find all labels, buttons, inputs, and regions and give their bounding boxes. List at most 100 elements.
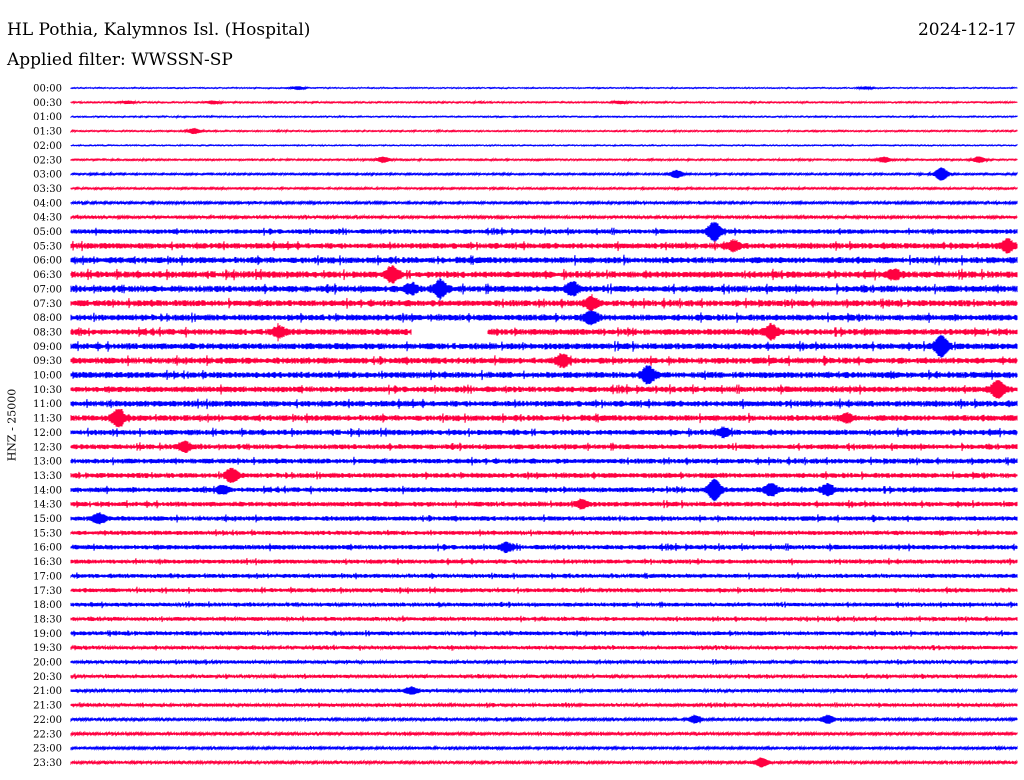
trace-line: [70, 572, 1018, 580]
row-time-label: 06:00: [33, 256, 62, 267]
row-time-label: 00:00: [33, 84, 62, 95]
row-time-label: 15:00: [33, 514, 62, 525]
trace-line: [70, 294, 1018, 313]
trace-line: [70, 365, 1018, 385]
filter-label: Applied filter: WWSSN-SP: [7, 50, 233, 70]
row-time-label: 12:00: [33, 428, 62, 439]
row-time-label: 05:30: [33, 241, 62, 252]
trace-line: [70, 714, 1018, 724]
trace-line: [70, 601, 1018, 609]
row-time-label: 15:30: [33, 528, 62, 539]
row-time-label: 09:00: [33, 342, 62, 353]
row-time-label: 19:00: [33, 629, 62, 640]
row-time-label: 19:30: [33, 643, 62, 654]
trace-line: [70, 143, 1018, 148]
trace-line: [70, 658, 1018, 666]
trace-line: [70, 744, 1018, 752]
row-time-label: 10:00: [33, 371, 62, 382]
row-time-label: 06:30: [33, 270, 62, 281]
row-time-label: 16:00: [33, 543, 62, 554]
row-time-label: 08:00: [33, 313, 62, 324]
row-time-label: 03:00: [33, 170, 62, 181]
trace-line: [70, 254, 1018, 266]
row-time-label: 11:00: [33, 399, 62, 410]
trace-line: [70, 213, 1018, 221]
row-time-label: 01:30: [33, 127, 62, 138]
trace-line: [70, 730, 1018, 738]
trace-line: [70, 156, 1018, 164]
row-time-label: 23:00: [33, 744, 62, 755]
row-time-label: 21:00: [33, 686, 62, 697]
trace-line: [70, 322, 1018, 342]
trace-line: [70, 644, 1018, 652]
row-time-label: 20:30: [33, 672, 62, 683]
row-time-label: 20:00: [33, 658, 62, 669]
trace-line: [70, 167, 1018, 181]
station-title: HL Pothia, Kalymnos Isl. (Hospital): [7, 20, 311, 40]
row-time-label: 05:00: [33, 227, 62, 238]
row-time-label: 04:00: [33, 198, 62, 209]
trace-line: [70, 512, 1018, 525]
trace-line: [70, 353, 1018, 369]
trace-line: [70, 127, 1018, 135]
trace-line: [70, 114, 1018, 120]
trace-line: [70, 440, 1018, 453]
trace-line: [70, 615, 1018, 623]
trace-line: [70, 498, 1018, 510]
trace-line: [70, 185, 1018, 192]
row-time-label: 13:00: [33, 457, 62, 468]
trace-line: [70, 238, 1018, 254]
trace-line: [70, 701, 1018, 709]
row-time-label: 01:00: [33, 112, 62, 123]
trace-line: [70, 672, 1018, 680]
trace-line: [70, 529, 1018, 537]
row-time-label: 00:30: [33, 98, 62, 109]
trace-line: [70, 334, 1018, 358]
trace-line: [70, 467, 1018, 483]
row-time-label: 11:30: [33, 414, 62, 425]
row-time-label: 12:30: [33, 442, 62, 453]
row-time-label: 22:30: [33, 729, 62, 740]
row-time-label: 10:30: [33, 385, 62, 396]
row-time-label: 14:30: [33, 500, 62, 511]
row-time-label: 09:30: [33, 356, 62, 367]
trace-line: [70, 309, 1018, 326]
trace-line: [70, 221, 1018, 242]
row-time-label: 22:00: [33, 715, 62, 726]
row-time-label: 07:30: [33, 299, 62, 310]
trace-line: [70, 277, 1018, 301]
row-time-label: 18:30: [33, 614, 62, 625]
trace-line: [70, 380, 1018, 399]
trace-line: [70, 478, 1018, 502]
row-time-label: 21:30: [33, 701, 62, 712]
trace-line: [70, 456, 1018, 466]
trace-line: [70, 408, 1018, 428]
trace-line: [70, 426, 1018, 439]
trace-line: [70, 398, 1018, 410]
date-label: 2024-12-17: [917, 20, 1016, 40]
row-time-label: 16:30: [33, 557, 62, 568]
row-time-label: 03:30: [33, 184, 62, 195]
trace-line: [70, 557, 1018, 566]
trace-line: [70, 199, 1018, 207]
row-time-label: 23:30: [33, 758, 62, 769]
row-time-label: 07:00: [33, 284, 62, 295]
row-time-label: 04:30: [33, 213, 62, 224]
row-time-label: 02:00: [33, 141, 62, 152]
trace-line: [70, 541, 1018, 554]
row-time-label: 17:30: [33, 586, 62, 597]
trace-line: [70, 629, 1018, 637]
trace-line: [70, 586, 1018, 594]
trace-line: [70, 757, 1018, 768]
trace-line: [70, 265, 1018, 284]
trace-line: [70, 99, 1018, 106]
trace-line: [70, 686, 1018, 695]
row-time-label: 14:00: [33, 485, 62, 496]
row-time-label: 02:30: [33, 155, 62, 166]
row-time-label: 13:30: [33, 471, 62, 482]
row-time-label: 08:30: [33, 327, 62, 338]
row-time-label: 17:00: [33, 571, 62, 582]
trace-line: [70, 85, 1018, 91]
row-time-label: 18:00: [33, 600, 62, 611]
